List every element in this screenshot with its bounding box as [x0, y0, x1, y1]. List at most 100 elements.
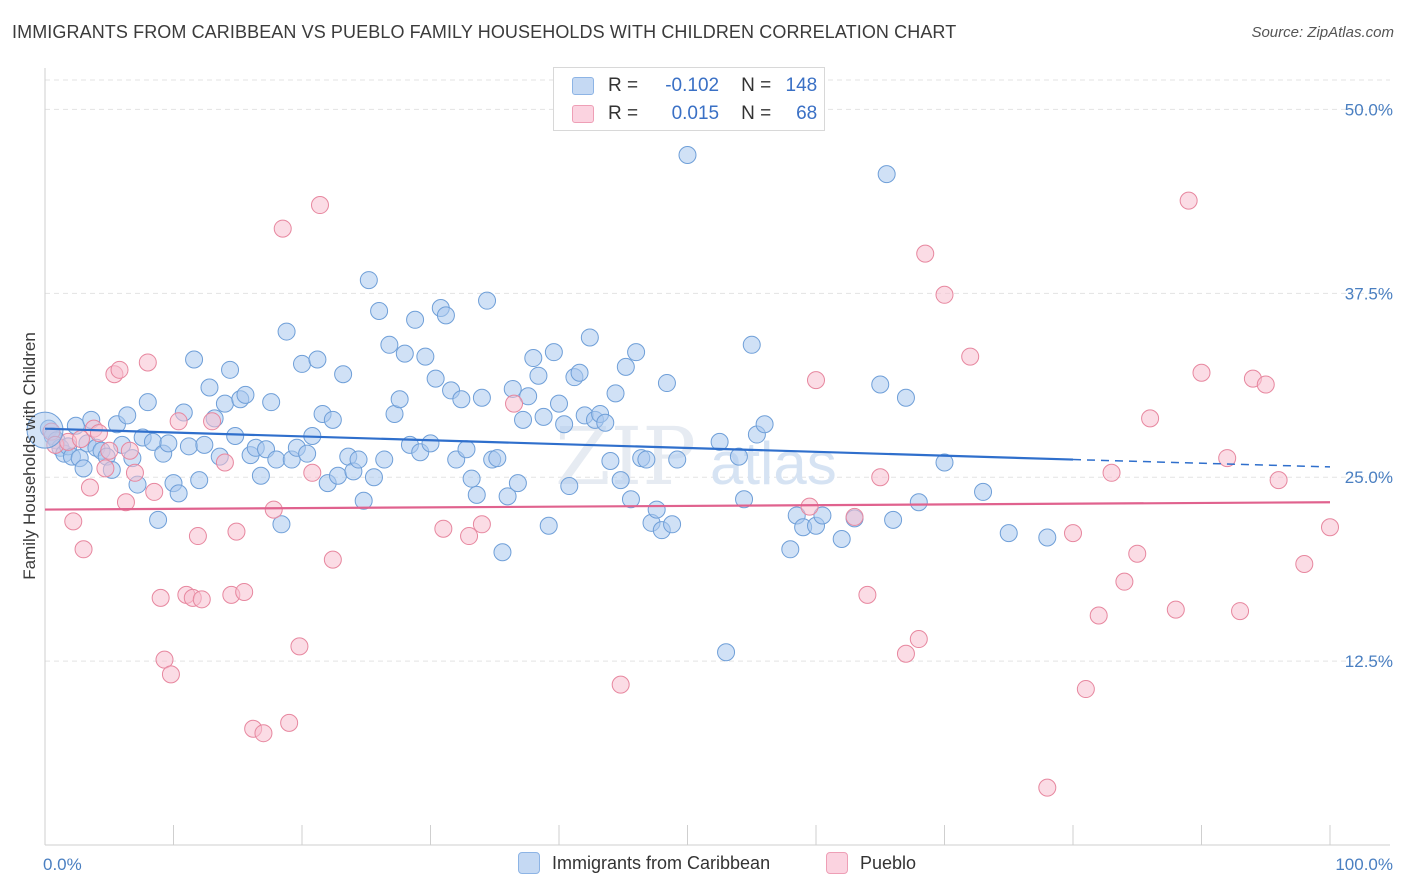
legend-swatch-caribbean [572, 77, 594, 95]
point-caribbean [395, 344, 414, 363]
point-caribbean [118, 406, 137, 425]
chart-title: IMMIGRANTS FROM CARIBBEAN VS PUEBLO FAMI… [12, 22, 957, 42]
point-caribbean [524, 349, 543, 368]
point-caribbean [293, 354, 311, 373]
point-caribbean [717, 643, 736, 662]
point-pueblo [100, 441, 119, 460]
point-caribbean [742, 335, 761, 354]
point-caribbean [580, 328, 599, 347]
point-pueblo [145, 482, 164, 501]
point-caribbean [735, 490, 754, 509]
y-tick-label: 25.0% [1345, 468, 1393, 487]
legend-item-pueblo[interactable]: Pueblo [826, 852, 916, 874]
point-caribbean [308, 350, 327, 369]
point-caribbean [277, 322, 296, 341]
y-tick-label: 12.5% [1345, 652, 1393, 671]
point-caribbean [472, 388, 491, 407]
point-caribbean [539, 516, 558, 535]
point-caribbean [159, 434, 178, 453]
point-pueblo [935, 285, 954, 304]
legend-n-label: N = [741, 75, 772, 96]
legend-r-label: R = [608, 75, 639, 96]
point-caribbean [467, 485, 486, 504]
point-caribbean [179, 437, 198, 456]
point-caribbean [195, 435, 214, 454]
point-caribbean [436, 306, 455, 325]
point-caribbean [813, 506, 832, 525]
point-pueblo [1038, 778, 1057, 797]
correlation-legend: R = -0.102 N = 148 R = 0.015 N = 68 [553, 67, 825, 131]
point-caribbean [534, 407, 553, 426]
point-caribbean [498, 487, 517, 506]
legend-label-caribbean: Immigrants from Caribbean [552, 852, 771, 873]
point-pueblo [138, 353, 157, 372]
point-pueblo [203, 412, 222, 431]
point-pueblo [1076, 680, 1095, 699]
y-tick-label: 50.0% [1345, 100, 1393, 119]
point-pueblo [254, 724, 273, 743]
legend-n-value: 68 [796, 103, 818, 124]
point-caribbean [457, 440, 476, 459]
legend-swatch-pueblo [572, 105, 594, 123]
point-pueblo [169, 412, 188, 431]
point-caribbean [627, 343, 646, 362]
point-caribbean [478, 291, 497, 310]
point-caribbean [657, 374, 676, 393]
point-pueblo [64, 512, 83, 531]
point-pueblo [290, 637, 309, 656]
point-pueblo [611, 675, 630, 694]
point-caribbean [555, 415, 574, 434]
axes [44, 68, 1390, 846]
point-caribbean [514, 410, 533, 429]
point-caribbean [138, 393, 157, 412]
point-pueblo [1231, 602, 1250, 621]
point-pueblo [505, 394, 524, 413]
point-caribbean [380, 335, 399, 354]
point-pueblo [858, 585, 877, 604]
point-pueblo [1321, 518, 1339, 537]
point-pueblo [280, 713, 299, 732]
point-pueblo [1089, 606, 1108, 625]
point-caribbean [390, 390, 409, 409]
point-pueblo [89, 424, 108, 443]
point-caribbean [267, 450, 286, 469]
point-caribbean [370, 301, 389, 320]
point-pueblo [909, 630, 928, 649]
legend-item-caribbean[interactable]: Immigrants from Caribbean [518, 852, 770, 874]
point-pueblo [151, 588, 170, 607]
point-caribbean [493, 543, 512, 562]
point-pueblo [1102, 463, 1121, 482]
point-caribbean [406, 310, 425, 329]
point-caribbean [999, 524, 1018, 543]
legend-r-value: -0.102 [665, 75, 720, 96]
point-pueblo [916, 244, 935, 263]
point-caribbean [596, 413, 615, 432]
point-caribbean [488, 449, 507, 468]
y-axis-label: Family Households with Children [20, 332, 39, 580]
legend-swatch-pueblo [826, 852, 848, 874]
point-caribbean [611, 471, 630, 490]
trend-line-caribbean [44, 427, 1074, 461]
point-pueblo [235, 582, 254, 601]
point-pueblo [1128, 544, 1147, 563]
point-caribbean [544, 343, 563, 362]
series-legend: Immigrants from Caribbean Pueblo [0, 852, 1406, 876]
grid [45, 79, 1390, 662]
trend-lines [44, 427, 1331, 511]
point-caribbean [349, 450, 368, 469]
point-pueblo [434, 519, 453, 538]
legend-n-value: 148 [785, 75, 818, 96]
point-pueblo [807, 371, 825, 390]
point-caribbean [832, 530, 851, 548]
point-pueblo [125, 463, 144, 482]
point-pueblo [1141, 409, 1160, 428]
legend-r-value: 0.015 [671, 103, 720, 124]
point-pueblo [1064, 524, 1082, 543]
point-caribbean [678, 146, 697, 165]
legend-swatch-caribbean [518, 852, 540, 874]
point-caribbean [560, 477, 579, 496]
point-pueblo [74, 540, 93, 559]
point-caribbean [169, 484, 188, 503]
point-pueblo [961, 347, 980, 366]
data-points [26, 146, 1339, 797]
